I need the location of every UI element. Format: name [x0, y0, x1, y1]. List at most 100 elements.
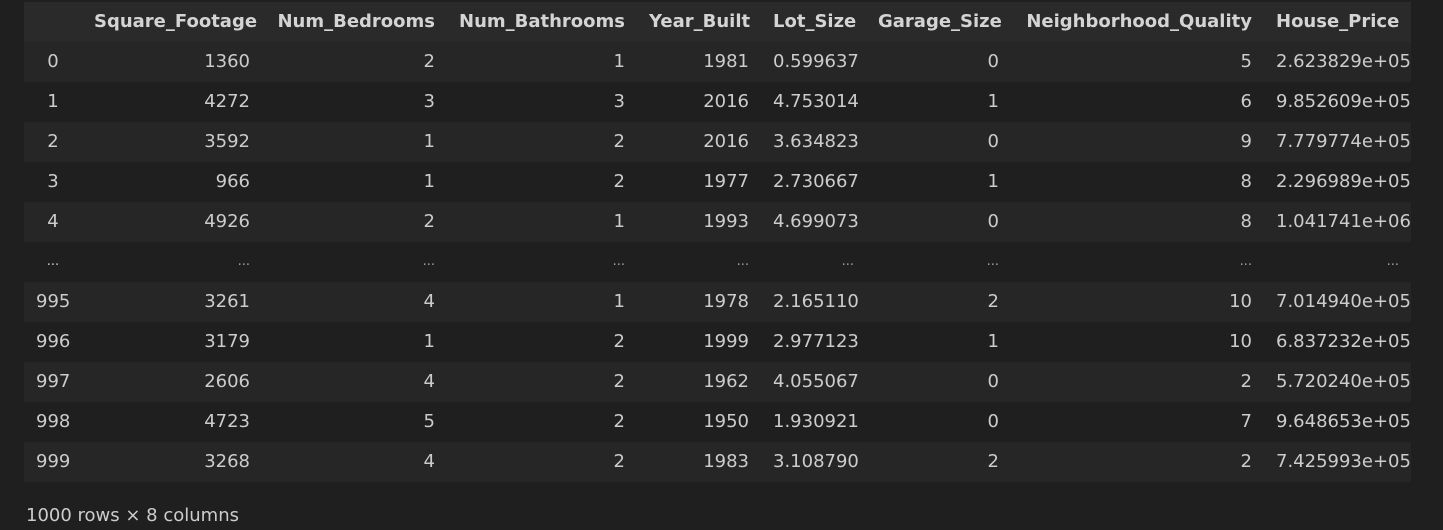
- cell-num-bedrooms: 2: [262, 42, 447, 82]
- cell-year-built: 1950: [637, 402, 761, 442]
- dataframe-table: Square_Footage Num_Bedrooms Num_Bathroom…: [24, 2, 1411, 482]
- cell-num-bathrooms: 1: [447, 42, 637, 82]
- cell-year-built: 1983: [637, 442, 761, 482]
- cell-year-built: 1981: [637, 42, 761, 82]
- cell-square-footage: ...: [82, 242, 262, 282]
- cell-neighborhood-quality: ...: [1011, 242, 1264, 282]
- cell-garage-size: 0: [866, 122, 1011, 162]
- cell-lot-size: 2.977123: [761, 322, 866, 362]
- cell-square-footage: 966: [82, 162, 262, 202]
- cell-lot-size: ...: [761, 242, 866, 282]
- cell-num-bedrooms: 4: [262, 362, 447, 402]
- cell-neighborhood-quality: 6: [1011, 82, 1264, 122]
- column-header-year-built: Year_Built: [637, 2, 761, 42]
- cell-year-built: 1993: [637, 202, 761, 242]
- cell-garage-size: 2: [866, 442, 1011, 482]
- cell-house-price: 2.623829e+05: [1264, 42, 1411, 82]
- cell-num-bedrooms: 4: [262, 282, 447, 322]
- cell-lot-size: 2.730667: [761, 162, 866, 202]
- cell-square-footage: 2606: [82, 362, 262, 402]
- column-header-lot-size: Lot_Size: [761, 2, 866, 42]
- cell-num-bathrooms: 2: [447, 122, 637, 162]
- row-index: 3: [24, 162, 82, 202]
- cell-neighborhood-quality: 5: [1011, 42, 1264, 82]
- cell-neighborhood-quality: 10: [1011, 322, 1264, 362]
- column-header-garage-size: Garage_Size: [866, 2, 1011, 42]
- ellipsis-row: ...........................: [24, 242, 1411, 282]
- cell-square-footage: 4272: [82, 82, 262, 122]
- cell-num-bedrooms: 1: [262, 322, 447, 362]
- cell-garage-size: 1: [866, 322, 1011, 362]
- cell-neighborhood-quality: 2: [1011, 362, 1264, 402]
- cell-neighborhood-quality: 2: [1011, 442, 1264, 482]
- cell-year-built: 1962: [637, 362, 761, 402]
- cell-garage-size: 1: [866, 162, 1011, 202]
- column-header-square-footage: Square_Footage: [82, 2, 262, 42]
- row-index: 1: [24, 82, 82, 122]
- cell-square-footage: 3179: [82, 322, 262, 362]
- cell-house-price: ...: [1264, 242, 1411, 282]
- cell-house-price: 7.014940e+05: [1264, 282, 1411, 322]
- cell-house-price: 7.425993e+05: [1264, 442, 1411, 482]
- table-row: 999 3268 4 2 1983 3.108790 2 2 7.425993e+05: [24, 442, 1411, 482]
- cell-neighborhood-quality: 8: [1011, 162, 1264, 202]
- row-index: 998: [24, 402, 82, 442]
- cell-year-built: 2016: [637, 82, 761, 122]
- cell-num-bathrooms: 2: [447, 402, 637, 442]
- cell-year-built: 2016: [637, 122, 761, 162]
- cell-year-built: 1978: [637, 282, 761, 322]
- cell-num-bedrooms: 4: [262, 442, 447, 482]
- cell-num-bedrooms: 2: [262, 202, 447, 242]
- row-index: ...: [24, 242, 82, 282]
- cell-lot-size: 3.634823: [761, 122, 866, 162]
- table-header: Square_Footage Num_Bedrooms Num_Bathroom…: [24, 2, 1411, 42]
- header-row: Square_Footage Num_Bedrooms Num_Bathroom…: [24, 2, 1411, 42]
- cell-garage-size: 0: [866, 402, 1011, 442]
- cell-lot-size: 3.108790: [761, 442, 866, 482]
- row-index: 997: [24, 362, 82, 402]
- cell-num-bathrooms: 3: [447, 82, 637, 122]
- row-index: 995: [24, 282, 82, 322]
- cell-square-footage: 3592: [82, 122, 262, 162]
- cell-square-footage: 4926: [82, 202, 262, 242]
- cell-house-price: 1.041741e+06: [1264, 202, 1411, 242]
- cell-lot-size: 4.753014: [761, 82, 866, 122]
- cell-neighborhood-quality: 8: [1011, 202, 1264, 242]
- cell-year-built: ...: [637, 242, 761, 282]
- cell-year-built: 1999: [637, 322, 761, 362]
- table-row: 996 3179 1 2 1999 2.977123 1 10 6.837232e+05: [24, 322, 1411, 362]
- cell-num-bedrooms: 3: [262, 82, 447, 122]
- table-row: 3 966 1 2 1977 2.730667 1 8 2.296989e+05: [24, 162, 1411, 202]
- cell-neighborhood-quality: 10: [1011, 282, 1264, 322]
- table-row: 995 3261 4 1 1978 2.165110 2 10 7.014940e+05: [24, 282, 1411, 322]
- cell-num-bathrooms: 2: [447, 322, 637, 362]
- cell-num-bathrooms: 2: [447, 162, 637, 202]
- column-header-house-price: House_Price: [1264, 2, 1411, 42]
- cell-house-price: 9.648653e+05: [1264, 402, 1411, 442]
- cell-garage-size: 1: [866, 82, 1011, 122]
- cell-lot-size: 4.699073: [761, 202, 866, 242]
- column-header-neighborhood-quality: Neighborhood_Quality: [1011, 2, 1264, 42]
- row-index: 4: [24, 202, 82, 242]
- row-index: 996: [24, 322, 82, 362]
- cell-num-bedrooms: ...: [262, 242, 447, 282]
- cell-num-bathrooms: 2: [447, 362, 637, 402]
- cell-neighborhood-quality: 9: [1011, 122, 1264, 162]
- cell-year-built: 1977: [637, 162, 761, 202]
- cell-num-bedrooms: 5: [262, 402, 447, 442]
- cell-house-price: 2.296989e+05: [1264, 162, 1411, 202]
- cell-house-price: 9.852609e+05: [1264, 82, 1411, 122]
- cell-square-footage: 4723: [82, 402, 262, 442]
- cell-house-price: 6.837232e+05: [1264, 322, 1411, 362]
- cell-num-bathrooms: 1: [447, 202, 637, 242]
- column-header-num-bathrooms: Num_Bathrooms: [447, 2, 637, 42]
- cell-neighborhood-quality: 7: [1011, 402, 1264, 442]
- row-index: 0: [24, 42, 82, 82]
- dataframe-shape-summary: 1000 rows × 8 columns: [26, 505, 239, 526]
- cell-house-price: 5.720240e+05: [1264, 362, 1411, 402]
- table-row: 1 4272 3 3 2016 4.753014 1 6 9.852609e+05: [24, 82, 1411, 122]
- cell-house-price: 7.779774e+05: [1264, 122, 1411, 162]
- cell-square-footage: 3261: [82, 282, 262, 322]
- column-header-num-bedrooms: Num_Bedrooms: [262, 2, 447, 42]
